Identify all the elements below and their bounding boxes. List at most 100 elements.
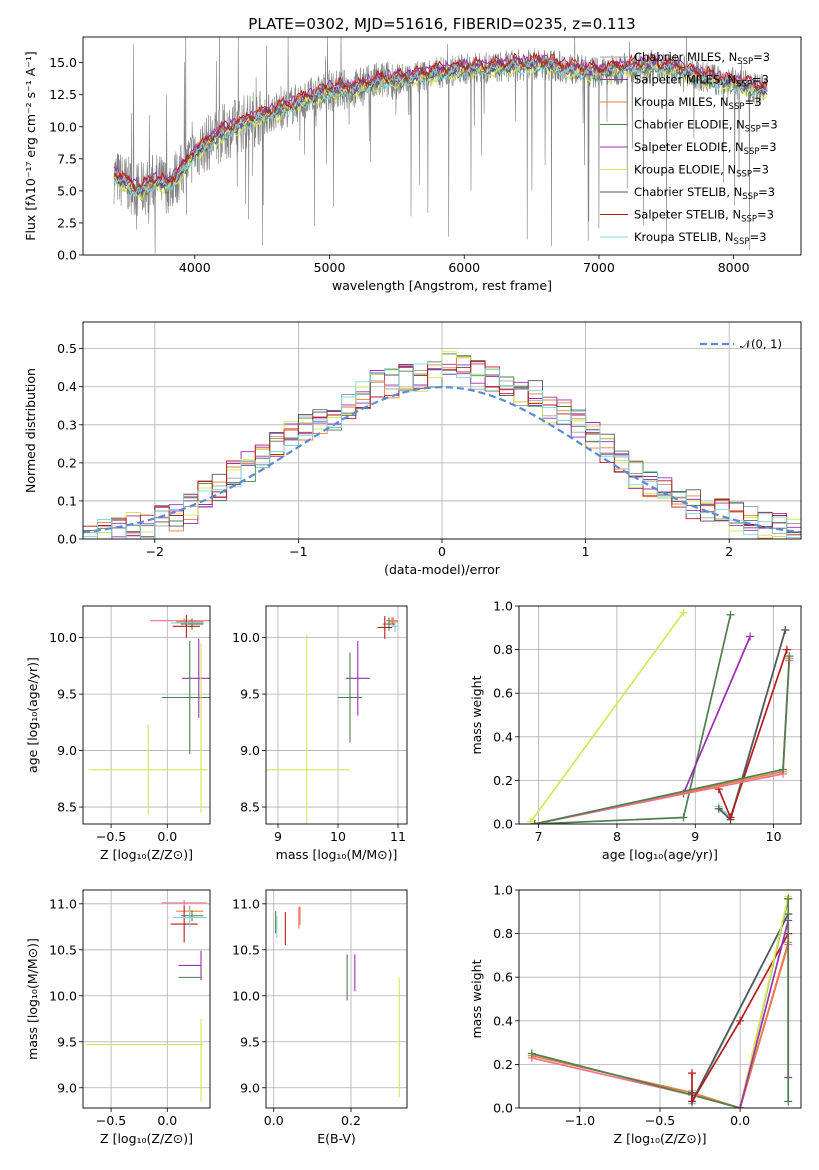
x-tick-label: 9 <box>691 829 699 844</box>
y-tick-label: 0.8 <box>493 642 513 657</box>
x-tick-label: 0.0 <box>157 1113 177 1128</box>
mass-weight-marker <box>679 608 688 617</box>
x-tick-label: 9 <box>274 829 282 844</box>
y-tick-label: 0.0 <box>57 532 77 547</box>
plot-area-mass-vs-EBV <box>275 906 400 1097</box>
y-tick-label: 10.0 <box>49 988 77 1003</box>
y-axis-label: mass [log₁₀(M/M⊙)] <box>25 938 40 1060</box>
y-tick-label: 10.0 <box>49 630 77 645</box>
y-axis-label: mass weight <box>469 675 484 754</box>
y-tick-label: 9.0 <box>240 1080 260 1095</box>
y-tick-label: 15.0 <box>49 55 77 70</box>
mass-weight-marker <box>679 813 688 822</box>
plot-area-mass-vs-Z <box>86 900 207 1102</box>
y-tick-label: 0.2 <box>493 1057 513 1072</box>
y-tick-label: 10.5 <box>49 942 77 957</box>
y-tick-label: 10.0 <box>232 988 260 1003</box>
y-axis-label: mass weight <box>469 959 484 1038</box>
legend-entry: 𝒩(0, 1) <box>740 337 782 351</box>
y-tick-label: 0.8 <box>493 926 513 941</box>
legend-entry: Salpeter STELIB, NSSP=3 <box>634 208 774 225</box>
mass-weight-marker <box>784 894 793 903</box>
axes-frame <box>518 889 802 1109</box>
y-tick-label: 0.6 <box>493 970 513 985</box>
x-tick-label: −0.5 <box>96 829 126 844</box>
x-tick-label: 1 <box>582 544 590 559</box>
x-tick-label: 8000 <box>718 260 750 275</box>
x-tick-label: 4000 <box>179 260 211 275</box>
x-tick-label: 11 <box>390 829 406 844</box>
x-tick-label: 0 <box>438 544 446 559</box>
axes-frame <box>82 889 211 1109</box>
y-tick-label: 1.0 <box>493 883 513 898</box>
mass-weight-marker <box>527 1049 536 1058</box>
y-tick-label: 0.4 <box>57 379 77 394</box>
x-tick-label: 7 <box>535 829 543 844</box>
y-tick-label: 0.0 <box>493 1101 513 1116</box>
legend-entry: Chabrier MILES, NSSP=3 <box>634 50 770 67</box>
x-tick-label: 0.0 <box>264 1113 284 1128</box>
x-tick-label: −0.5 <box>645 1113 675 1128</box>
y-tick-label: 0.0 <box>57 248 77 263</box>
y-tick-label: 11.0 <box>49 896 77 911</box>
x-tick-label: 10 <box>330 829 346 844</box>
x-axis-label: mass [log₁₀(M/M⊙)] <box>276 847 398 862</box>
legend-entry: Kroupa ELODIE, NSSP=3 <box>634 163 769 180</box>
y-tick-label: 12.5 <box>49 87 77 102</box>
x-axis-label: Z [log₁₀(Z/Z⊙)] <box>100 1131 193 1146</box>
legend: Chabrier MILES, NSSP=3 Salpeter MILES, NS… <box>600 50 778 247</box>
y-tick-label: 9.0 <box>240 743 260 758</box>
mass-weight-marker <box>726 813 735 822</box>
plot-area-weight-vs-age <box>526 608 794 824</box>
legend-entry: Chabrier STELIB, NSSP=3 <box>634 185 775 202</box>
y-tick-label: 0.3 <box>57 417 77 432</box>
x-tick-label: 5000 <box>314 260 346 275</box>
y-tick-label: 0.2 <box>57 455 77 470</box>
y-tick-label: 1.0 <box>493 599 513 614</box>
y-tick-label: 9.5 <box>57 687 77 702</box>
axes-frame <box>265 889 408 1109</box>
y-tick-label: 10.0 <box>232 630 260 645</box>
panel-weight-vs-age: 7 8 9 10 0.0 0.2 0.4 0.6 0.8 1.0 age [log₁₀(age/yr… <box>469 599 802 862</box>
x-tick-label: −1 <box>289 544 307 559</box>
y-tick-label: 11.0 <box>232 896 260 911</box>
mass-weight-marker <box>784 1097 793 1106</box>
legend-entry: Kroupa MILES, NSSP=3 <box>634 95 761 112</box>
mass-weight-marker <box>726 610 735 619</box>
model-spectrum-line <box>113 52 768 192</box>
y-tick-label: 0.2 <box>493 773 513 788</box>
mass-weight-marker <box>781 625 790 634</box>
x-tick-label: −0.5 <box>96 1113 126 1128</box>
x-axis-label: (data-model)/error <box>384 562 501 577</box>
histogram-step <box>83 360 801 539</box>
axes-frame <box>82 321 802 540</box>
y-axis-label: Normed distribution <box>23 368 38 493</box>
x-tick-label: 0.0 <box>730 1113 750 1128</box>
panel-age-vs-mass: 9 10 11 8.5 9.0 9.5 10.0 mass [log₁₀(M/M⊙)] <box>232 605 408 862</box>
x-tick-label: 0.0 <box>157 829 177 844</box>
panel-spectrum: 4000 5000 6000 7000 8000 0.0 2.5 5.0 7.5 10.0 12.5… <box>23 36 802 293</box>
panel-weight-vs-Z: −1.0 −0.5 0.0 0.0 0.2 0.4 0.6 0.8 1.0 Z [log₁₀(Z/… <box>469 883 802 1146</box>
panel-residuals: −2 −1 0 1 2 0.0 0.1 0.2 0.3 0.4 0.5 (data-model)/er… <box>23 321 802 577</box>
legend-entry: Chabrier ELODIE, NSSP=3 <box>634 118 778 135</box>
x-tick-label: −2 <box>146 544 164 559</box>
x-tick-label: 2 <box>725 544 733 559</box>
model-spectrum-line <box>113 53 768 193</box>
y-tick-label: 9.5 <box>240 1034 260 1049</box>
y-tick-label: 0.6 <box>493 686 513 701</box>
x-tick-label: 10 <box>766 829 782 844</box>
y-axis-label: age [log₁₀(age/yr)] <box>25 657 40 773</box>
legend-entry: Salpeter MILES, NSSP=3 <box>634 73 769 90</box>
mass-weight-marker <box>714 804 723 813</box>
y-tick-label: 9.5 <box>240 687 260 702</box>
mass-weight-line <box>691 933 789 1105</box>
y-tick-label: 0.0 <box>493 817 513 832</box>
x-axis-label: E(B-V) <box>317 1131 356 1146</box>
panel-mass-vs-Z: −0.5 0.0 9.0 9.5 10.0 10.5 11.0 Z [log₁₀(Z/Z⊙)]… <box>25 889 211 1146</box>
mass-weight-marker <box>688 1097 697 1106</box>
x-tick-label: 6000 <box>448 260 480 275</box>
x-axis-label: age [log₁₀(age/yr)] <box>602 847 718 862</box>
x-axis-label: wavelength [Angstrom, rest frame] <box>332 278 552 293</box>
x-tick-label: −1.0 <box>565 1113 595 1128</box>
axes-frame <box>82 36 802 256</box>
